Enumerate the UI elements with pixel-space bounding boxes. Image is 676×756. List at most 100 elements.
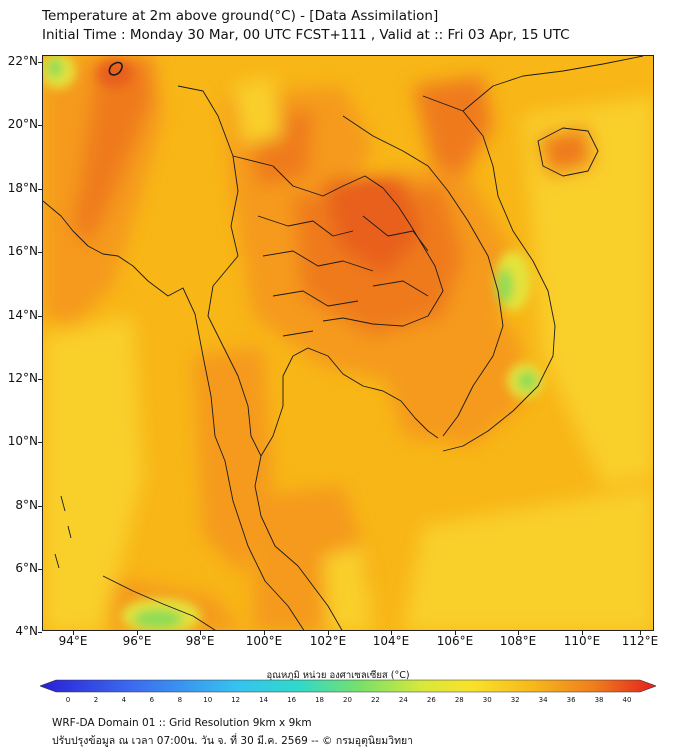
lat-tick: [38, 379, 42, 380]
hot-region: [413, 76, 493, 176]
hot-region: [73, 56, 153, 246]
colorbar-tick-label: 18: [315, 696, 325, 704]
lat-label: 8°N: [15, 498, 38, 512]
hot-spot: [97, 60, 133, 88]
colorbar-tick-label: 4: [121, 696, 127, 704]
cold-spot: [517, 371, 537, 391]
vietnam-coastline: [422, 95, 556, 452]
model-info: WRF-DA Domain 01 :: Grid Resolution 9km …: [52, 717, 312, 729]
cool-region: [323, 546, 373, 630]
lon-label: 112°E: [621, 634, 659, 648]
lat-label: 4°N: [15, 624, 38, 638]
colorbar: [40, 679, 656, 693]
colorbar-tick-label: 16: [287, 696, 297, 704]
cold-spot: [47, 58, 63, 78]
lat-label: 6°N: [15, 561, 38, 575]
lat-tick: [38, 316, 42, 317]
lat-tick: [38, 442, 42, 443]
lon-tick: [137, 631, 138, 635]
lat-tick: [38, 632, 42, 633]
lon-tick: [264, 631, 265, 635]
colorbar-tick-label: 36: [566, 696, 576, 704]
lon-label: 94°E: [58, 634, 88, 648]
colorbar-tick-label: 40: [622, 696, 632, 704]
colorbar-tick-label: 30: [482, 696, 492, 704]
colorbar-tick-label: 6: [149, 696, 155, 704]
lon-label: 110°E: [563, 634, 601, 648]
lon-tick: [518, 631, 519, 635]
lat-tick: [38, 125, 42, 126]
temperature-field: [43, 56, 653, 630]
northwest-contour: [108, 61, 123, 76]
hot-spot: [348, 184, 398, 224]
colorbar-tick-label: 10: [203, 696, 213, 704]
lat-tick: [38, 252, 42, 253]
lon-label: 96°E: [122, 634, 152, 648]
colorbar-tick-label: 20: [343, 696, 352, 704]
lon-tick: [391, 631, 392, 635]
vietnam-border: [342, 115, 504, 437]
lat-label: 22°N: [7, 54, 38, 68]
update-info: ปรับปรุงข้อมูล ณ เวลา 07:00น. วัน จ. ที่…: [52, 735, 414, 747]
temperature-map: [42, 55, 654, 631]
lon-label: 104°E: [372, 634, 410, 648]
lon-tick: [640, 631, 641, 635]
lon-label: 106°E: [436, 634, 474, 648]
lon-label: 100°E: [245, 634, 283, 648]
lat-label: 10°N: [7, 434, 38, 448]
lon-tick: [582, 631, 583, 635]
colorbar-title: อุณหภูมิ หน่วย องศาเซลเซียส (°C): [266, 670, 410, 681]
lat-tick: [38, 189, 42, 190]
colorbar-tick-label: 38: [594, 696, 604, 704]
colorbar-tick-label: 24: [398, 696, 408, 704]
laos-border: [232, 155, 444, 327]
colorbar-tick-label: 8: [177, 696, 183, 704]
hottest-region: [323, 176, 423, 276]
lat-label: 20°N: [7, 117, 38, 131]
cold-spot: [133, 609, 183, 629]
cold-spot: [497, 268, 513, 304]
provincial-lines: [257, 215, 429, 337]
lon-label: 102°E: [309, 634, 347, 648]
lon-tick: [455, 631, 456, 635]
cool-sea-region: [43, 316, 143, 630]
lat-label: 12°N: [7, 371, 38, 385]
sumatra-coast: [102, 575, 216, 630]
lat-tick: [38, 569, 42, 570]
lat-tick: [38, 506, 42, 507]
colorbar-tick-label: 28: [454, 696, 464, 704]
colorbar-tick-label: 12: [231, 696, 241, 704]
colorbar-tick-label: 22: [370, 696, 380, 704]
lon-tick: [200, 631, 201, 635]
hot-region: [538, 126, 593, 176]
colorbar-gradient: [40, 679, 656, 693]
map-title: Temperature at 2m above ground(°C) - [Da…: [42, 8, 439, 24]
lon-label: 108°E: [499, 634, 537, 648]
lat-label: 14°N: [7, 308, 38, 322]
lat-label: 16°N: [7, 244, 38, 258]
colorbar-tick-label: 0: [65, 696, 71, 704]
myanmar-coastline: [43, 200, 305, 630]
gulf-of-thailand-coast: [260, 347, 439, 457]
malay-peninsula-east-coast: [254, 455, 343, 630]
map-canvas: [43, 56, 653, 630]
lat-tick: [38, 62, 42, 63]
lat-label: 18°N: [7, 181, 38, 195]
map-subtitle: Initial Time : Monday 30 Mar, 00 UTC FCS…: [42, 27, 570, 43]
andaman-islands: [54, 495, 72, 569]
hainan-island: [537, 127, 599, 177]
lon-tick: [328, 631, 329, 635]
colorbar-tick-label: 26: [426, 696, 436, 704]
country-borders: [43, 56, 644, 630]
temperature-spots: [43, 56, 543, 630]
cool-sea-region: [523, 96, 653, 486]
thai-myanmar-border: [177, 85, 262, 457]
china-coast: [462, 56, 644, 112]
colorbar-tick-label: 14: [259, 696, 269, 704]
cool-sea-region: [403, 486, 653, 630]
lon-label: 98°E: [185, 634, 215, 648]
colorbar-tick-label: 34: [538, 696, 548, 704]
lon-tick: [73, 631, 74, 635]
cool-region: [233, 76, 283, 146]
colorbar-tick-label: 32: [510, 696, 520, 704]
